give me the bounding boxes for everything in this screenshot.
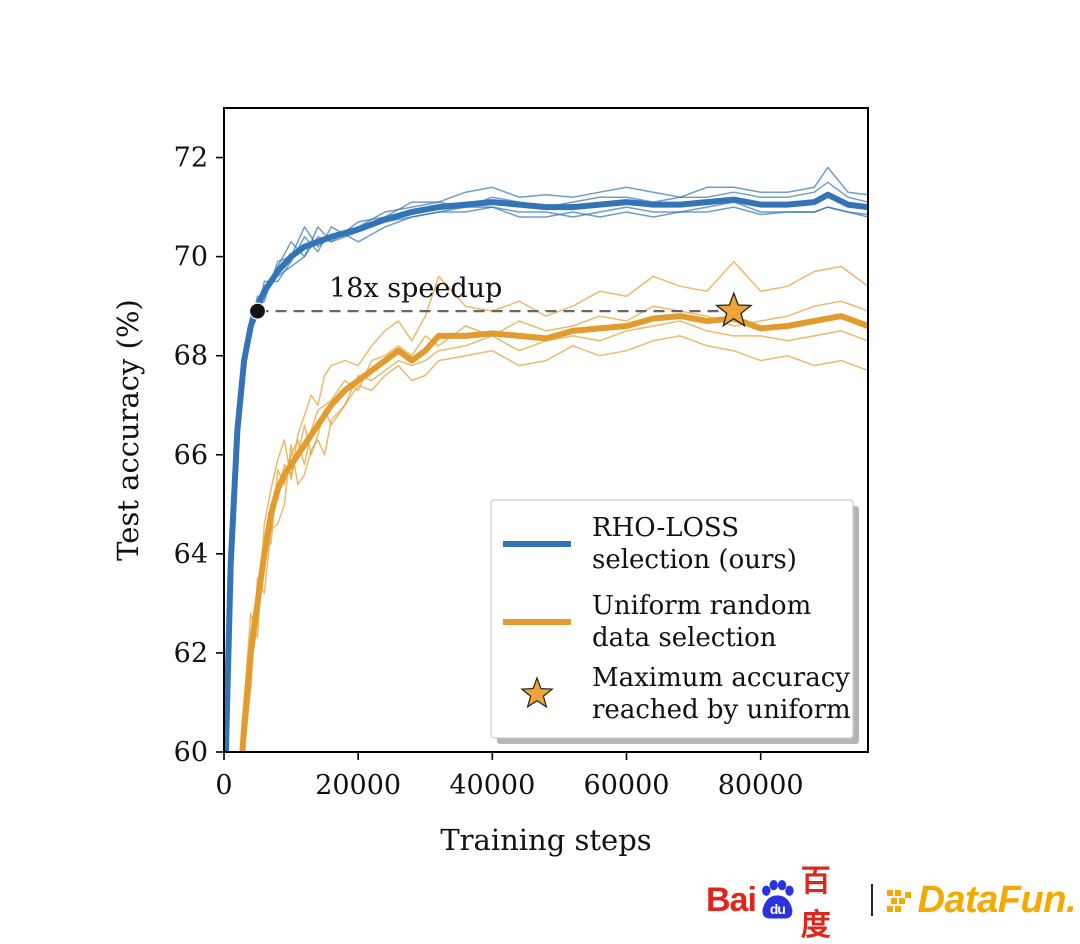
y-tick-label: 72 <box>174 143 208 174</box>
baidu-logo: Bai du 百度 <box>706 856 855 944</box>
baidu-logo-text-cn: 百度 <box>800 865 831 942</box>
max-accuracy-star <box>714 291 753 328</box>
mean-curves <box>224 191 868 752</box>
legend-label: reached by uniform <box>592 695 851 725</box>
legend-label: Uniform random <box>592 591 811 621</box>
y-tick-label: 62 <box>174 638 208 669</box>
y-tick-label: 66 <box>174 440 208 471</box>
baidu-logo-text-left: Bai <box>706 880 757 919</box>
legend-label: RHO-LOSS <box>592 513 739 543</box>
datafun-logo-text: DataFun. <box>917 878 1076 921</box>
rho-reach-marker <box>248 302 267 320</box>
legend-box <box>490 499 854 739</box>
speedup-annotation: 18x speedup <box>329 273 502 304</box>
x-tick-label: 20000 <box>315 770 401 801</box>
axis-ticks: 0 20000 40000 60000 80000 60 62 64 66 68 70 72 <box>174 143 804 801</box>
legend-label: selection (ours) <box>592 545 797 575</box>
chart: 18x speedup 0 20000 40000 60000 80000 60 62 64 6… <box>111 107 869 857</box>
y-tick-label: 64 <box>174 539 208 570</box>
x-tick-label: 80000 <box>718 770 804 801</box>
y-tick-label: 70 <box>174 242 208 273</box>
series-run-uniform-4 <box>240 260 868 752</box>
y-axis-label: Test accuracy (%) <box>111 299 145 561</box>
series-mean-rho <box>224 191 868 752</box>
legend-star-icon <box>520 676 554 709</box>
logo-separator <box>870 884 874 916</box>
plot-frame <box>223 107 869 753</box>
series-run-uniform-5 <box>243 335 868 752</box>
baidu-paw-text: du <box>770 901 786 917</box>
x-axis-label: Training steps <box>440 823 651 857</box>
x-tick-label: 0 <box>215 770 232 801</box>
datafun-dots-icon <box>887 890 912 912</box>
legend-label: data selection <box>592 623 777 653</box>
watermark-logos: Bai du 百度 DataFun. <box>706 865 1076 942</box>
baidu-paw-icon: du <box>762 880 794 919</box>
series-mean-uniform <box>239 313 868 752</box>
x-tick-label: 60000 <box>584 770 670 801</box>
y-tick-label: 68 <box>174 341 208 372</box>
y-tick-label: 60 <box>174 737 208 768</box>
datafun-logo: DataFun. <box>887 879 1076 922</box>
x-tick-label: 40000 <box>449 770 535 801</box>
legend-label: Maximum accuracy <box>592 663 850 693</box>
